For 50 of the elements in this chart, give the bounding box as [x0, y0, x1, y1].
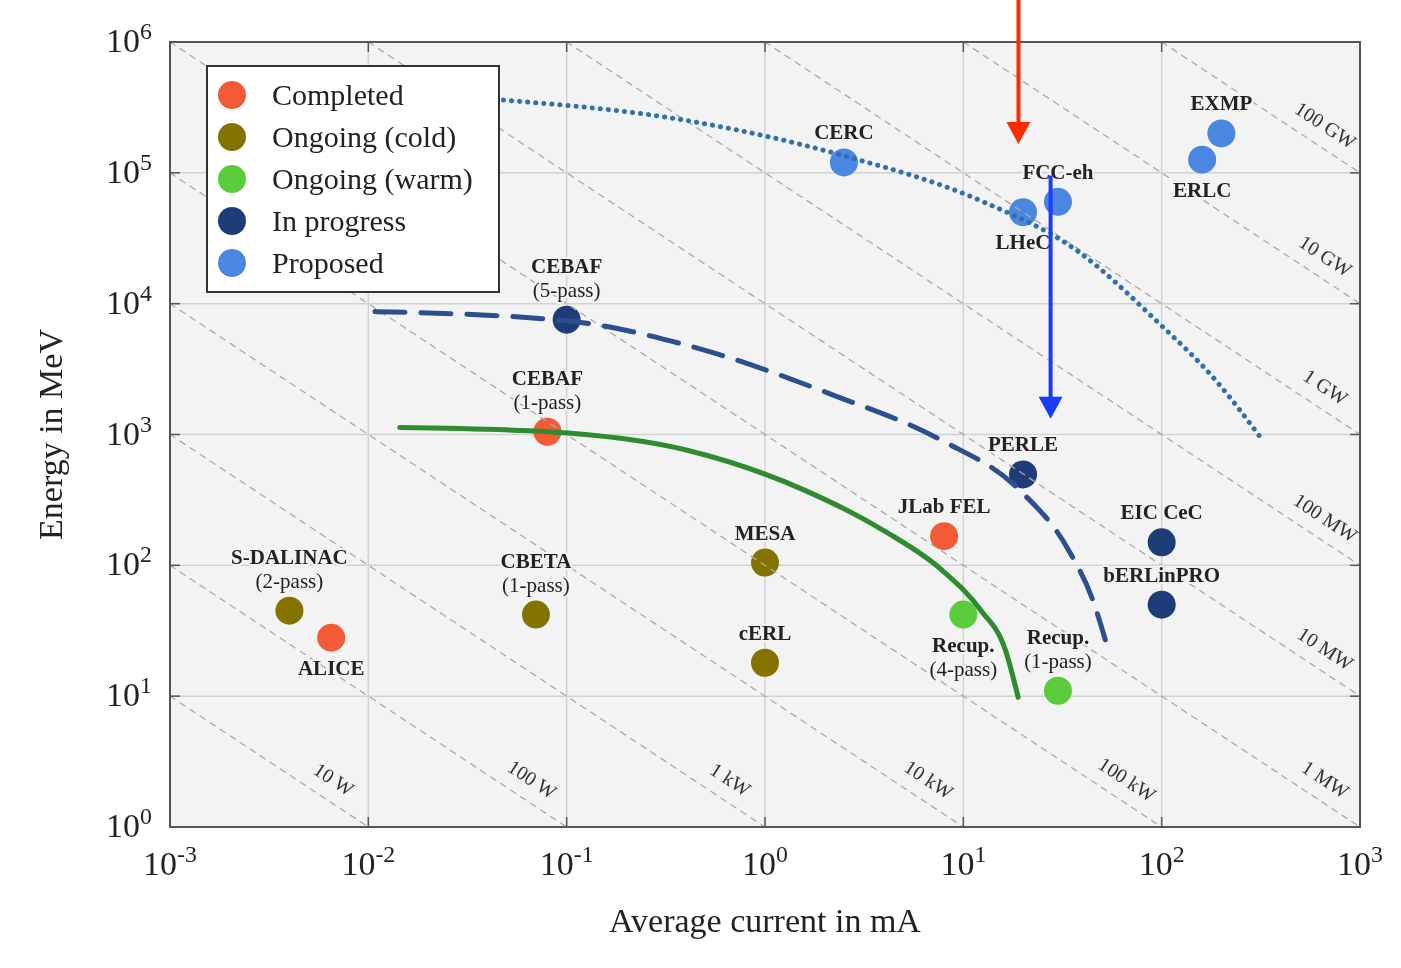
text: 1 GW: [1299, 364, 1352, 410]
annotation: CBETA (1-pass): [500, 548, 573, 597]
text: 100 MW: [1289, 488, 1362, 547]
annotation: EXMP: [1190, 91, 1253, 116]
text: 1 MW: [1298, 755, 1354, 803]
annotation: bERLinPRO: [1103, 562, 1221, 587]
annotation: PERLE: [988, 432, 1059, 457]
annotation: cERL: [738, 620, 792, 645]
text: 100 W: [503, 755, 561, 804]
text: 100 kW: [1094, 752, 1161, 807]
annotation: JLab FEL: [897, 494, 991, 519]
legend-label: Ongoing (cold): [272, 120, 457, 154]
annotation: CEBAF (5-pass): [531, 253, 603, 302]
y-tick-label: 10$^{1}$: [106, 672, 152, 714]
x-tick-label: 10$^{2}$: [1138, 841, 1185, 882]
y-tick-label: 10$^{4}$: [106, 279, 153, 321]
x-axis-title: Average current in mA: [609, 902, 922, 939]
y-tick-label: 10$^{0}$: [106, 803, 152, 844]
y-tick-label: 10$^{2}$: [106, 541, 152, 583]
x-tick-label: 10$^{0}$: [742, 841, 788, 882]
y-tick-label: 10$^{6}$: [106, 18, 153, 59]
legend-label: Proposed: [272, 246, 384, 279]
legend-label: In progress: [272, 204, 407, 237]
x-tick-label: 10$^{3}$: [1337, 841, 1383, 882]
annotation: MESA: [734, 520, 797, 545]
annotation: Recup. (1-pass): [1024, 624, 1092, 673]
legend-label: Completed: [272, 78, 404, 111]
annotation: ALICE: [297, 655, 365, 680]
annotation: S-DALINAC (2-pass): [231, 544, 348, 593]
annotation: CERC: [814, 120, 874, 145]
text: 10 MW: [1293, 622, 1358, 675]
x-tick-label: 10$^{-1}$: [539, 841, 594, 882]
text: 10 kW: [900, 755, 958, 804]
x-tick-label: 10$^{-2}$: [341, 841, 396, 882]
y-tick-label: 10$^{5}$: [106, 148, 152, 190]
annotation: Recup. (4-pass): [929, 632, 998, 681]
annotation: EIC CeC: [1120, 500, 1203, 525]
text: 100 GW: [1291, 97, 1361, 154]
annotation: ERLC: [1172, 177, 1232, 202]
text: 10 GW: [1295, 230, 1357, 282]
annotation: CEBAF (1-pass): [511, 365, 584, 414]
annotation: LHeC: [995, 230, 1051, 255]
text: 10 W: [309, 758, 359, 801]
text: 1 kW: [706, 757, 756, 801]
y-axis-title: Energy in MeV: [32, 328, 69, 540]
x-tick-label: 10$^{1}$: [940, 841, 987, 882]
annotation: FCC-eh: [1022, 159, 1094, 184]
x-tick-label: 10$^{-3}$: [143, 841, 197, 882]
y-tick-label: 10$^{3}$: [106, 410, 152, 452]
legend-label: Ongoing (warm): [272, 162, 473, 196]
